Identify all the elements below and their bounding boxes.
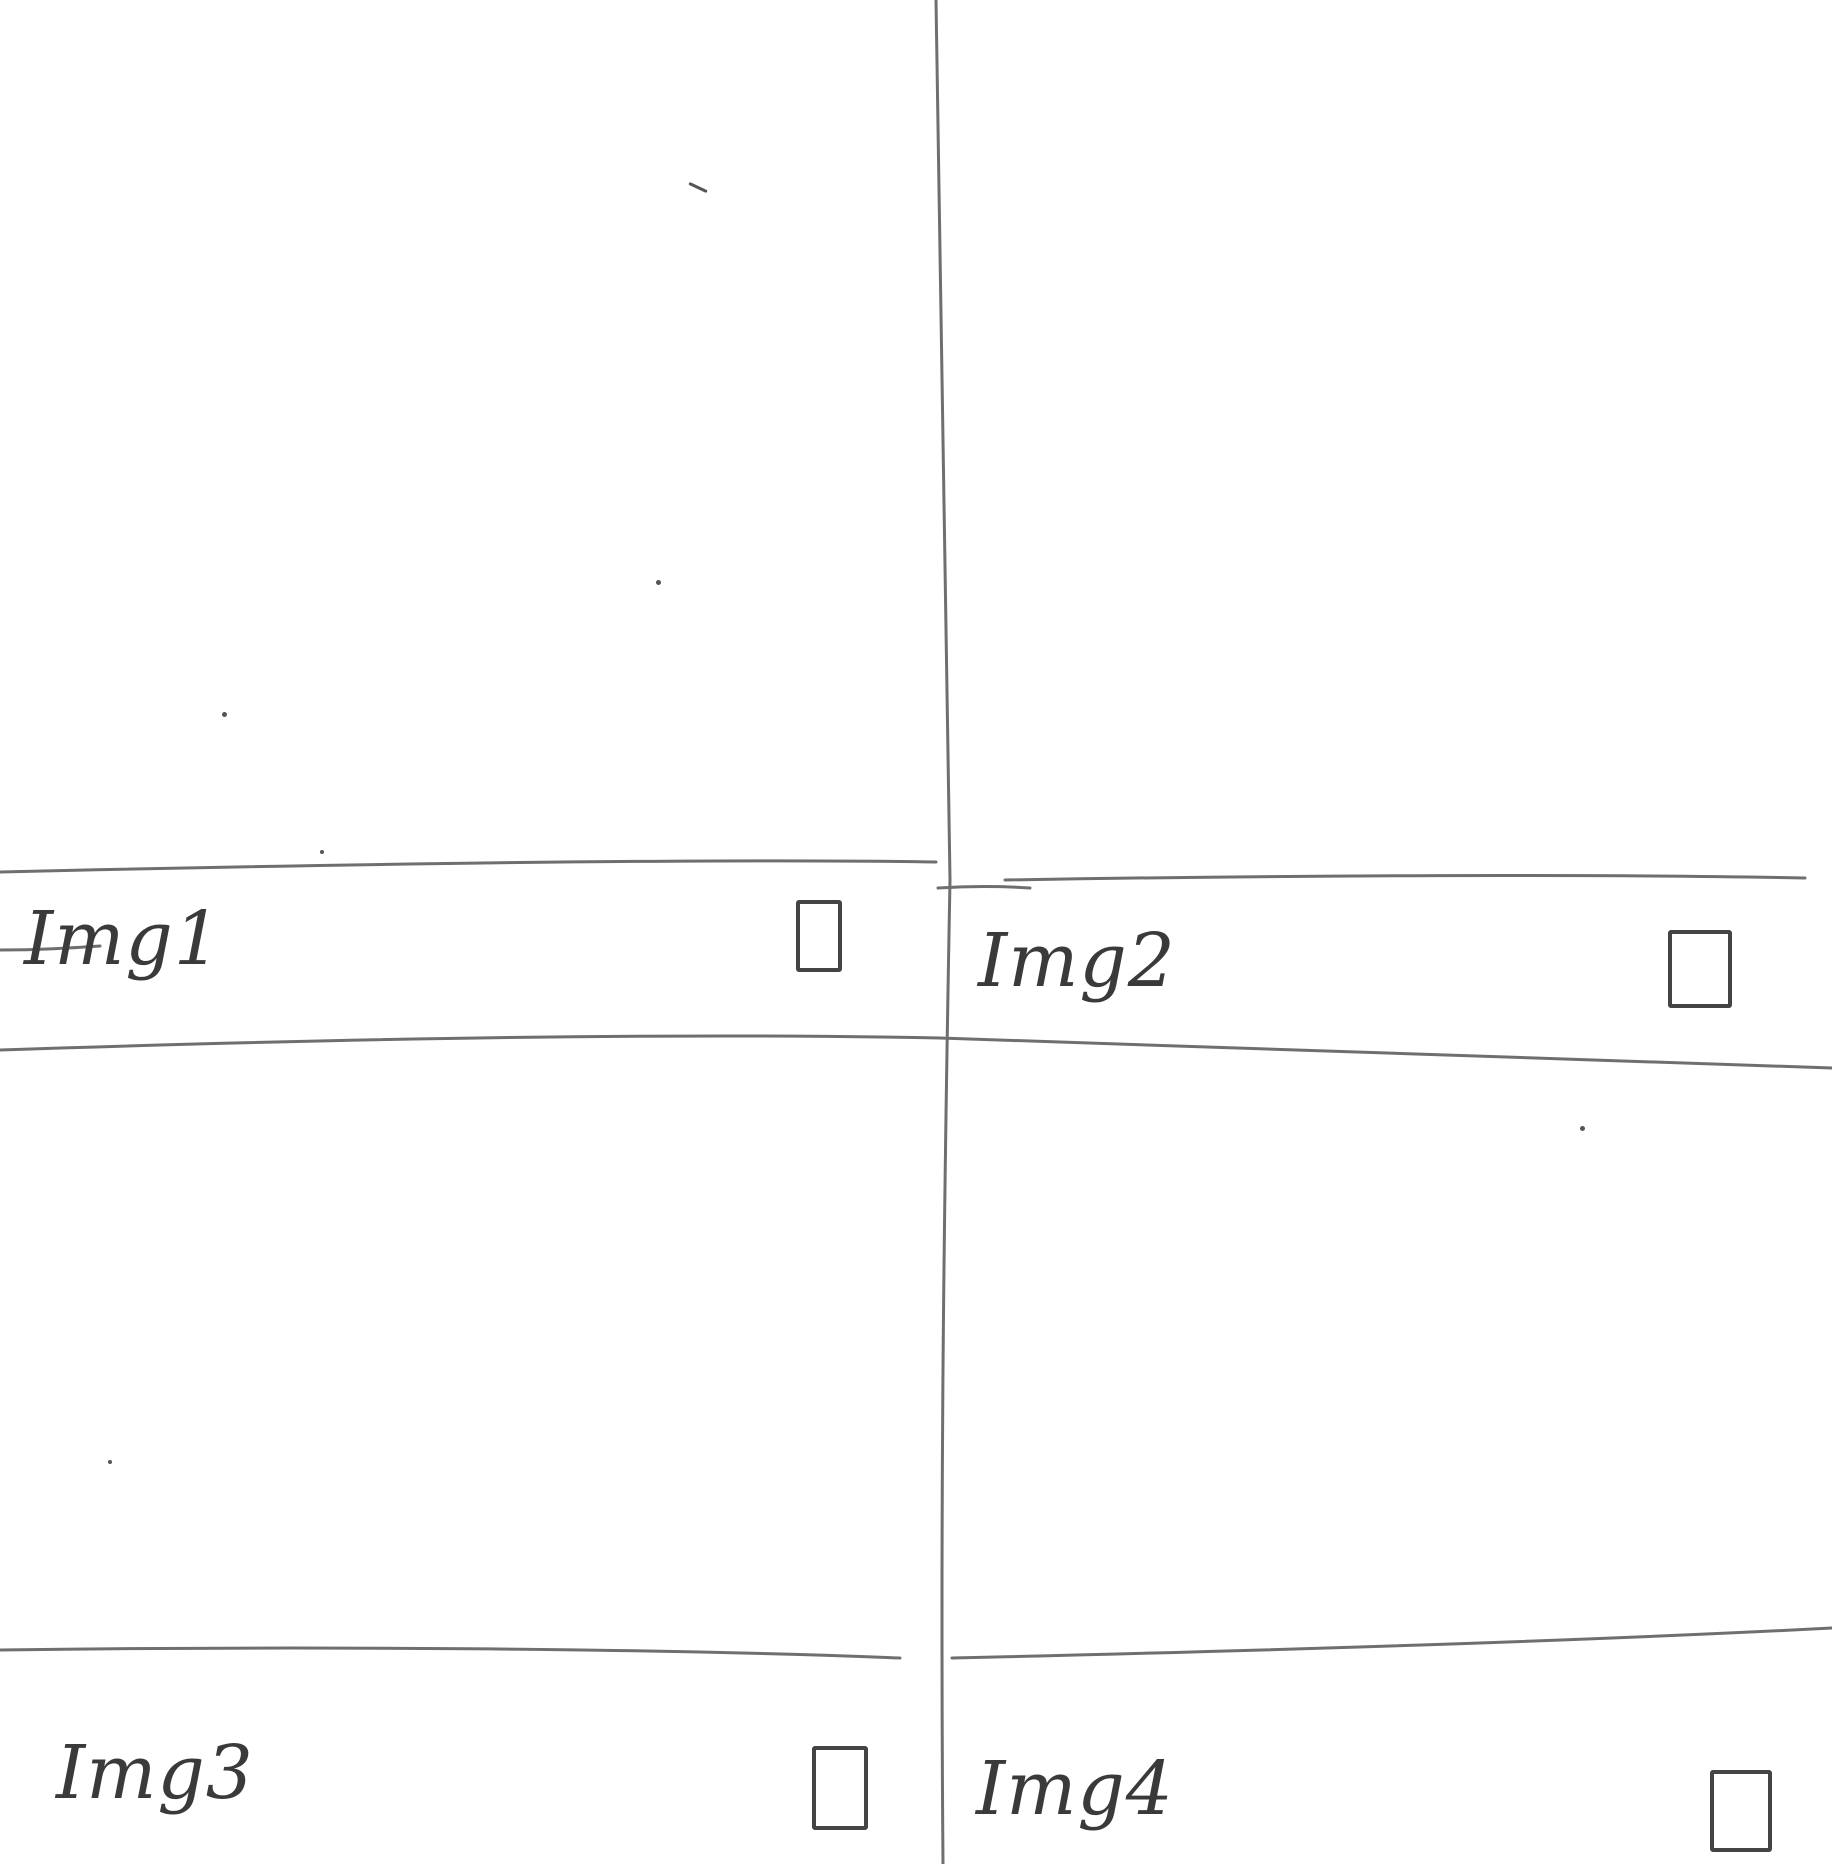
tile-label-1: Img1 [24,896,222,982]
paper-speck [320,850,324,854]
image-placeholder-4 [946,1062,1832,1650]
image-tile-3[interactable]: Img3 [0,1046,940,1864]
image-placeholder-2 [946,0,1832,874]
image-placeholder-1 [0,0,936,866]
paper-speck [222,712,227,717]
image-placeholder-3 [0,1046,940,1650]
select-checkbox-1[interactable] [796,900,842,972]
paper-speck [108,1460,112,1464]
tile-label-4: Img4 [976,1746,1174,1832]
image-tile-2[interactable]: Img2 [946,0,1832,1062]
select-checkbox-3[interactable] [812,1746,868,1830]
image-tile-1[interactable]: Img1 [0,0,936,1046]
paper-speck [656,580,661,585]
image-tile-4[interactable]: Img4 [946,1062,1832,1864]
tile-label-2: Img2 [978,918,1176,1004]
select-checkbox-2[interactable] [1668,930,1732,1008]
tile-label-3: Img3 [56,1730,254,1816]
paper-speck [1580,1126,1585,1131]
select-checkbox-4[interactable] [1710,1770,1772,1852]
